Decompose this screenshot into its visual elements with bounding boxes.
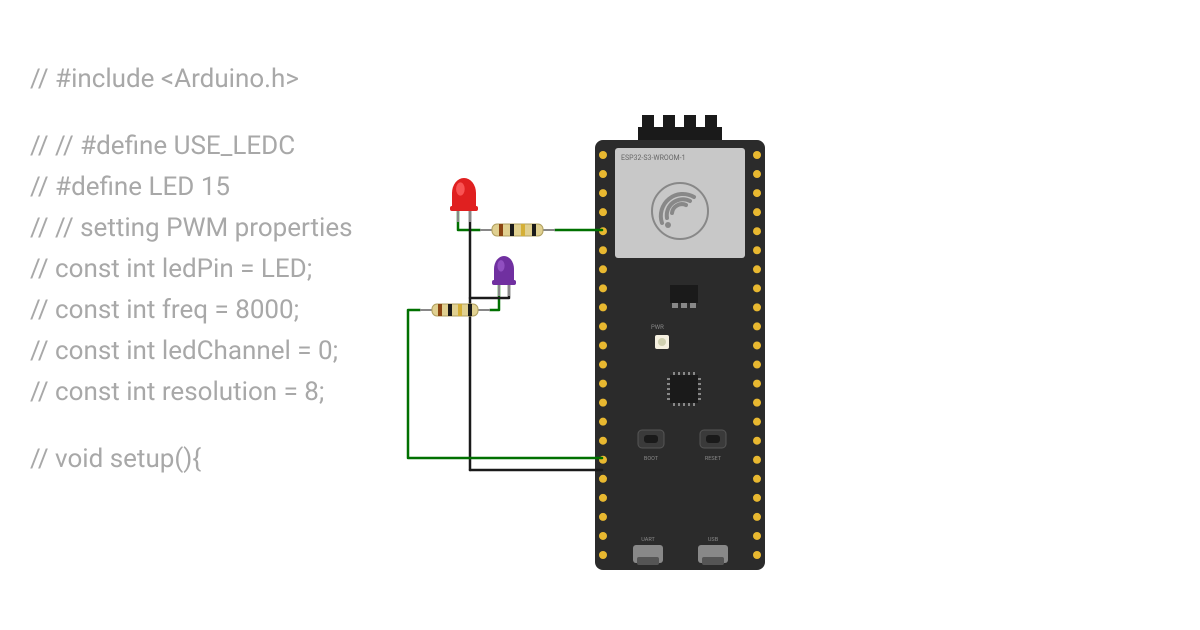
pin-right [753,551,761,559]
pin-right [753,246,761,254]
r1-resistor [480,224,555,236]
pin-right [753,418,761,426]
code-line: // const int ledPin = LED; [30,250,353,289]
pin-right [753,532,761,540]
pin-left [599,284,607,292]
circuit-diagram: ESP32-S3-WROOM-1 PWR BOOT RESET UART USB [390,110,810,560]
antenna [638,115,722,143]
pwr-label: PWR [651,324,664,331]
pin-right [753,227,761,235]
pin-right [753,303,761,311]
chip-label: ESP32-S3-WROOM-1 [621,154,686,162]
pin-left [599,361,607,369]
pin-right [753,399,761,407]
code-line: // const int ledChannel = 0; [30,332,353,371]
pin-left [599,341,607,349]
button-label: RESET [705,456,722,462]
pin-right [753,494,761,502]
pin-right [753,189,761,197]
pin-left [599,418,607,426]
pin-left [599,189,607,197]
pin-left [599,551,607,559]
pin-left [599,246,607,254]
pin-right [753,475,761,483]
purple-led [492,256,516,296]
usb-label: UART [641,537,655,543]
code-line: // #define LED 15 [30,168,353,207]
pin-right [753,265,761,273]
pin-right [753,341,761,349]
purple-led-cathode-to-black-wire [470,285,509,298]
pin-left [599,513,607,521]
pin-left [599,494,607,502]
pin-left [599,265,607,273]
r2-resistor [420,304,490,316]
code-line: // const int freq = 8000; [30,291,353,330]
pin-right [753,208,761,216]
pin-right [753,170,761,178]
button-label: BOOT [644,456,659,462]
pin-left [599,532,607,540]
pin-left [599,475,607,483]
regulator-chip [670,285,698,303]
code-line: // // #define USE_LEDC [30,127,353,166]
code-snippet: // #include <Arduino.h> // // #define USE… [30,60,353,481]
pin-right [753,380,761,388]
pin-right [753,513,761,521]
code-line: // const int resolution = 8; [30,373,353,412]
pin-right [753,456,761,464]
pin-right [753,322,761,330]
pin-left [599,170,607,178]
pin-left [599,208,607,216]
pin-left [599,303,607,311]
pin-left [599,437,607,445]
pin-left [599,322,607,330]
code-line: // void setup(){ [30,440,353,479]
pin-right [753,151,761,159]
code-line: // // setting PWM properties [30,209,353,248]
pin-left [599,399,607,407]
usb-label: USB [708,537,719,543]
code-line: // #include <Arduino.h> [30,60,353,99]
pin-right [753,284,761,292]
usb-chip [670,375,698,403]
pin-right [753,437,761,445]
pin-left [599,151,607,159]
r2-to-gnd-route-wire [408,310,602,458]
red-led [450,178,478,222]
pin-right [753,361,761,369]
pin-left [599,380,607,388]
